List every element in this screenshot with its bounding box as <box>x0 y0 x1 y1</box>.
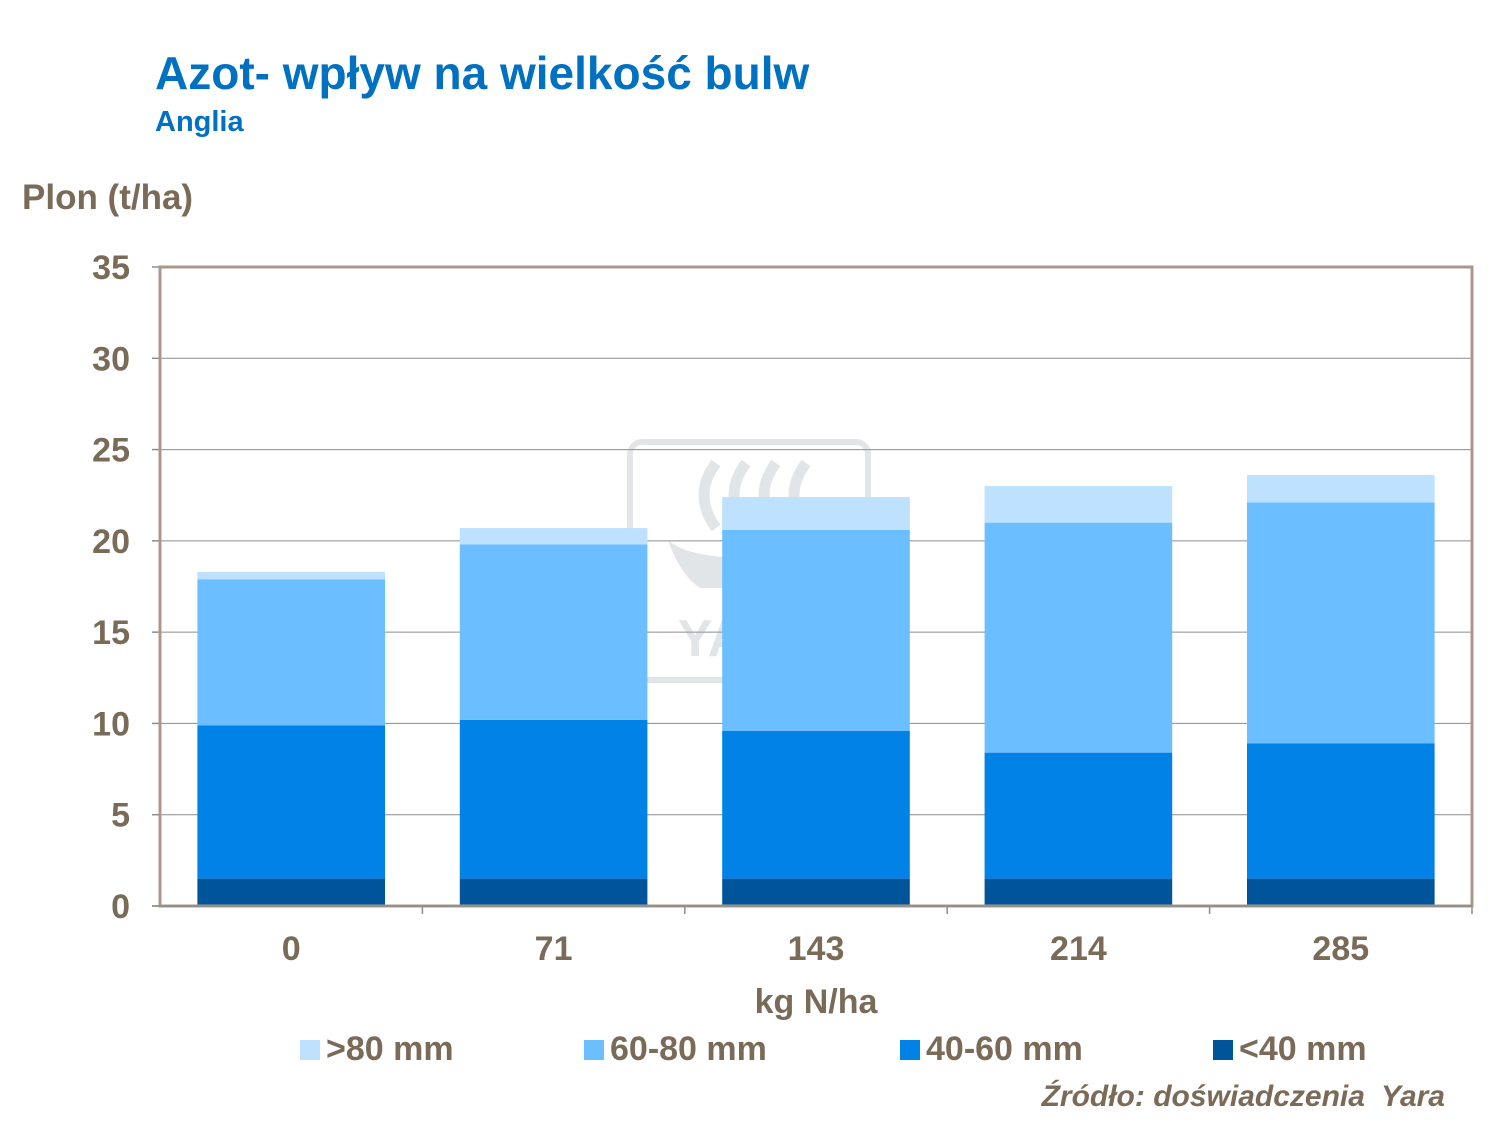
y-tick-label: 35 <box>92 249 130 287</box>
bar-segment <box>984 752 1173 879</box>
stacked-bar-chart: 05101520253035YARA071143214285kg N/ha <box>92 249 1474 1021</box>
bar-segment <box>459 544 648 720</box>
y-tick-label: 10 <box>92 705 130 743</box>
y-tick-label: 0 <box>111 888 130 926</box>
y-axis-label: Plon (t/ha) <box>22 178 194 217</box>
y-tick-label: 30 <box>92 340 130 378</box>
bar-segment <box>722 730 910 879</box>
bar-segment <box>197 725 386 879</box>
legend-item: >80 mm <box>300 1030 454 1069</box>
legend-label: 40-60 mm <box>926 1030 1083 1068</box>
x-tick-label: 0 <box>282 930 301 968</box>
bar-segment <box>984 522 1173 753</box>
chart-subtitle: Anglia <box>155 106 244 138</box>
legend-swatch <box>900 1039 920 1060</box>
bar-segment <box>197 579 386 726</box>
y-tick-label: 5 <box>111 797 130 835</box>
x-tick-label: 285 <box>1312 930 1369 968</box>
bar-segment <box>459 719 648 879</box>
bar-segment <box>459 878 648 906</box>
bar-segment <box>1246 502 1435 744</box>
x-tick-label: 214 <box>1050 930 1107 968</box>
bar-segment <box>722 878 910 906</box>
bar-segment <box>984 878 1173 906</box>
legend-label: <40 mm <box>1239 1030 1367 1068</box>
bar-segment <box>197 878 386 906</box>
legend-label: 60-80 mm <box>610 1030 767 1068</box>
y-tick-label: 20 <box>92 523 130 561</box>
x-tick-label: 143 <box>788 930 845 968</box>
legend-swatch <box>300 1039 320 1060</box>
y-tick-label: 15 <box>92 614 130 652</box>
bar-segment <box>459 528 648 545</box>
chart-title: Azot- wpływ na wielkość bulw <box>155 47 810 99</box>
x-axis-label: kg N/ha <box>755 983 879 1021</box>
bar-segment <box>197 571 386 580</box>
legend-item: <40 mm <box>1213 1030 1367 1069</box>
bar-segment <box>1246 475 1435 503</box>
x-tick-label: 71 <box>535 930 573 968</box>
bar-segment <box>722 529 910 731</box>
source-note: Źródło: doświadczenia Yara <box>1041 1080 1445 1113</box>
legend-label: >80 mm <box>326 1030 454 1068</box>
legend-swatch <box>584 1039 604 1060</box>
y-tick-label: 25 <box>92 432 130 470</box>
chart-legend: >80 mm 60-80 mm 40-60 mm <40 mm <box>0 1030 1500 1080</box>
bar-segment <box>722 497 910 530</box>
legend-item: 60-80 mm <box>584 1030 767 1069</box>
legend-swatch <box>1213 1039 1233 1060</box>
bar-segment <box>984 486 1173 523</box>
bar-segment <box>1246 878 1435 906</box>
legend-item: 40-60 mm <box>900 1030 1083 1069</box>
bar-segment <box>1246 743 1435 879</box>
